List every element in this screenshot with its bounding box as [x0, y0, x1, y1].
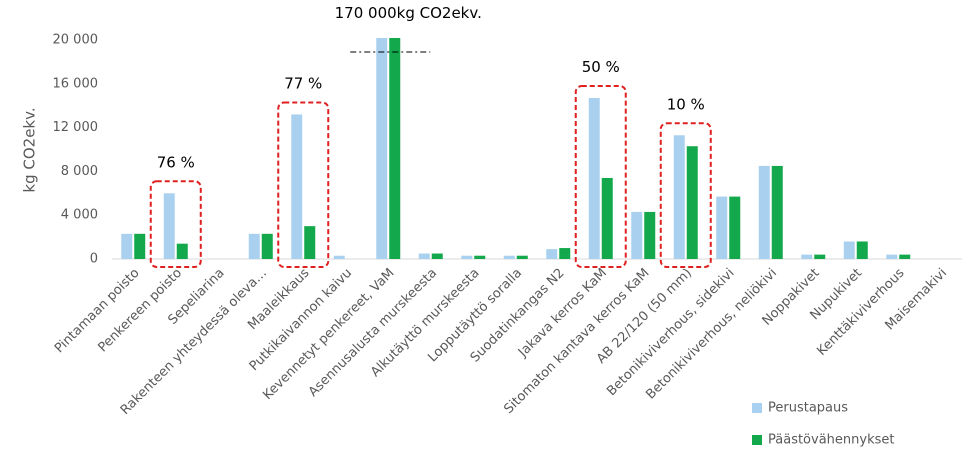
bars	[121, 38, 911, 260]
bar	[601, 177, 613, 259]
bar	[843, 241, 855, 259]
bar	[856, 241, 868, 259]
bar	[673, 135, 685, 259]
y-tick-label: 0	[90, 252, 98, 267]
annotation: 50 %	[582, 58, 620, 76]
bar	[304, 226, 316, 259]
bar	[163, 193, 175, 259]
bar	[758, 165, 770, 259]
bar	[418, 253, 430, 259]
bar	[716, 196, 728, 259]
bar	[631, 211, 643, 259]
bar	[134, 233, 146, 259]
annotation: 170 000kg CO2ekv.	[335, 4, 482, 22]
bar	[474, 255, 486, 259]
y-axis-label: kg CO2ekv.	[21, 107, 39, 192]
bar	[559, 248, 571, 259]
y-tick-label: 8 000	[61, 164, 98, 179]
annotation: 77 %	[284, 74, 322, 92]
bar	[503, 255, 515, 259]
bar	[886, 254, 898, 259]
legend-swatch	[752, 403, 762, 413]
legend-label: Päästövähennykset	[768, 433, 894, 448]
bar	[771, 165, 783, 259]
bar	[261, 233, 273, 259]
bar	[516, 255, 528, 259]
bar	[729, 196, 741, 259]
highlight-box	[659, 122, 712, 268]
y-tick-label: 12 000	[53, 120, 99, 135]
bar	[333, 255, 345, 259]
highlight-box	[574, 85, 627, 268]
bar	[248, 233, 260, 259]
bar	[376, 38, 388, 259]
bar	[291, 114, 303, 260]
bar	[588, 98, 600, 259]
y-tick-label: 20 000	[53, 33, 99, 48]
y-tick-label: 16 000	[53, 76, 99, 91]
bar	[121, 233, 133, 259]
legend-label: Perustapaus	[768, 401, 848, 416]
bar	[686, 146, 698, 259]
bar	[644, 211, 656, 259]
bar	[814, 254, 826, 259]
legend-swatch	[752, 435, 762, 445]
bar	[389, 38, 401, 259]
bar	[546, 249, 558, 259]
annotation: 10 %	[667, 95, 705, 113]
bar	[431, 253, 443, 259]
bar	[461, 255, 473, 259]
bar	[801, 254, 813, 259]
bar	[899, 254, 911, 259]
y-tick-label: 4 000	[61, 208, 98, 223]
highlight-box	[277, 101, 330, 268]
annotation: 76 %	[157, 153, 195, 171]
bar	[176, 243, 188, 259]
highlight-box	[149, 180, 202, 268]
